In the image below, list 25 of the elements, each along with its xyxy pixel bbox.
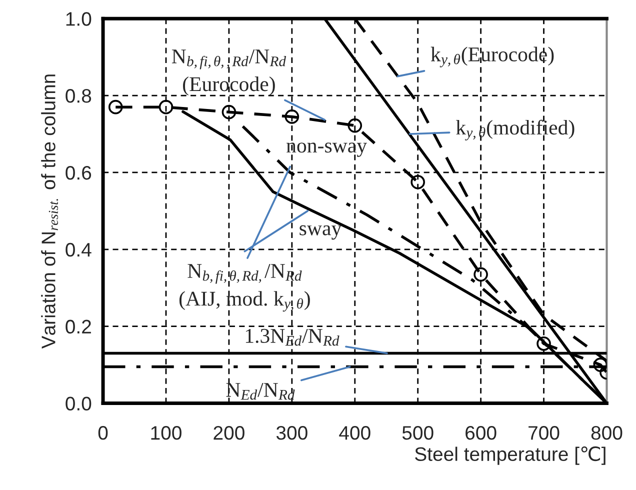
y-tick-label: 0.4 bbox=[66, 242, 92, 257]
y-tick-label: 0.2 bbox=[66, 320, 91, 334]
x-tick-label: 200 bbox=[214, 426, 244, 440]
y-axis-title: Variation of N$_{resist.}$ of the column bbox=[41, 74, 58, 349]
y-tick-label: 1.0 bbox=[66, 12, 92, 26]
x-tick-label: 500 bbox=[402, 426, 434, 440]
annotation: k$_{y,θ}$(Eurocode) bbox=[430, 46, 554, 68]
annotation: N$_{b,fi,θ,,Rd}$/N$_{Rd}$ (Eurocode) bbox=[172, 50, 286, 96]
x-tick-label: 0 bbox=[98, 426, 108, 440]
x-tick-label: 300 bbox=[276, 426, 308, 440]
x-axis-title: Steel temperature [℃] bbox=[415, 446, 606, 465]
y-tick-label: 0.6 bbox=[66, 166, 92, 180]
x-tick-label: 800 bbox=[591, 426, 622, 440]
annotation: sway bbox=[300, 225, 342, 240]
annotation: non-sway bbox=[286, 142, 367, 157]
annotation: 1.3N$_{Ed}$/N$_{Rd}$ bbox=[246, 328, 340, 346]
annotation: k$_{y,θ}$(modified) bbox=[456, 120, 574, 140]
x-tick-label: 600 bbox=[466, 426, 496, 440]
annotation: N$_{b,fi,θ,Rd,}$/N$_{Rd}$ (AIJ, mod. k$_{y,θ}$) bbox=[179, 264, 310, 312]
x-tick-label: 700 bbox=[528, 426, 560, 440]
y-tick-label: 0.8 bbox=[66, 89, 92, 103]
x-tick-label: 100 bbox=[151, 426, 182, 440]
y-tick-label: 0.0 bbox=[66, 396, 92, 411]
x-tick-label: 400 bbox=[339, 426, 370, 440]
annotation: N$_{Ed}$/N$_{Rd}$ bbox=[226, 382, 295, 400]
